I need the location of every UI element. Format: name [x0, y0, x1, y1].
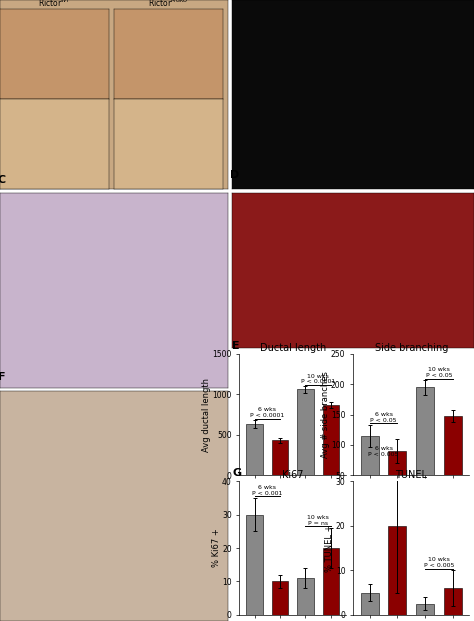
Title: TUNEL: TUNEL: [395, 471, 427, 481]
Bar: [297, 578, 314, 615]
Text: E: E: [232, 341, 240, 351]
Bar: [444, 415, 462, 505]
Y-axis label: Avg ductal length: Avg ductal length: [202, 378, 211, 451]
Bar: [246, 515, 263, 615]
Y-axis label: Avg # side branches: Avg # side branches: [320, 371, 329, 458]
Text: 6 wks
P < 0.001: 6 wks P < 0.001: [252, 485, 283, 496]
Text: D: D: [230, 170, 239, 180]
Bar: [416, 604, 434, 615]
Title: Ductal length: Ductal length: [260, 343, 326, 353]
Title: Rictor$^{WT}$: Rictor$^{WT}$: [38, 0, 71, 9]
Bar: [322, 405, 339, 475]
Bar: [388, 451, 406, 505]
Title: Rictor$^{MGKO}$: Rictor$^{MGKO}$: [148, 0, 189, 9]
Text: G: G: [232, 468, 241, 478]
Text: 6 wks
P < 0.0001: 6 wks P < 0.0001: [250, 407, 284, 418]
Bar: [297, 389, 314, 475]
Bar: [388, 526, 406, 615]
Title: Ki67: Ki67: [282, 471, 303, 481]
Bar: [272, 440, 288, 475]
Y-axis label: % TUNEL +: % TUNEL +: [325, 524, 334, 572]
Text: C: C: [0, 175, 6, 184]
Bar: [361, 436, 379, 505]
Text: 10 wks
P < 0.005: 10 wks P < 0.005: [424, 558, 454, 568]
Bar: [272, 581, 288, 615]
Bar: [322, 548, 339, 615]
Text: 10 wks
P < 0.05: 10 wks P < 0.05: [426, 367, 452, 378]
Text: 10 wks
P < 0.0001: 10 wks P < 0.0001: [301, 373, 335, 384]
Bar: [416, 388, 434, 505]
Y-axis label: % Ki67 +: % Ki67 +: [211, 528, 220, 568]
Text: 10 wks
P = ns: 10 wks P = ns: [307, 515, 329, 526]
Text: 6 wks
P < 0.05: 6 wks P < 0.05: [370, 412, 397, 423]
Text: 6 wks
P < 0.005: 6 wks P < 0.005: [368, 446, 399, 457]
Text: F: F: [0, 372, 5, 382]
Title: Side branching: Side branching: [374, 343, 448, 353]
Bar: [361, 592, 379, 615]
Bar: [246, 424, 263, 475]
Bar: [444, 588, 462, 615]
